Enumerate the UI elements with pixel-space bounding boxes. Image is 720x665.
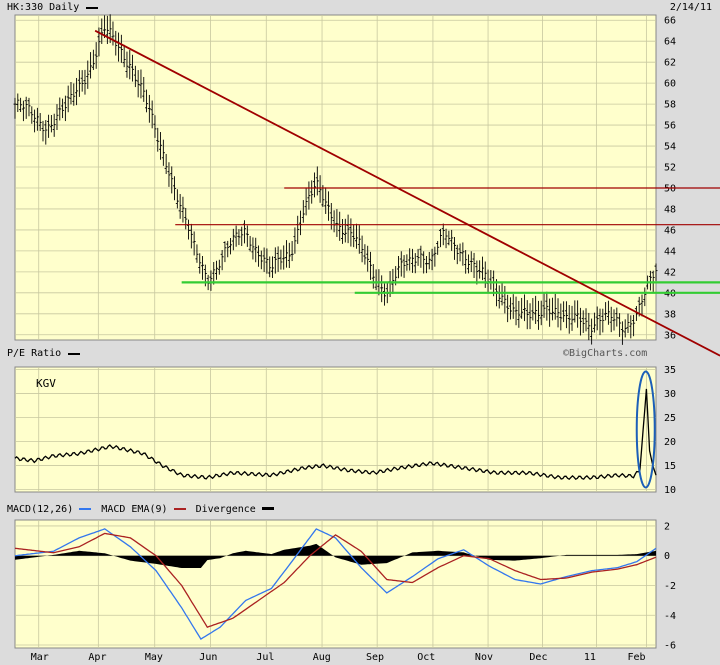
pe-line <box>14 388 657 481</box>
macd-legend-macd: MACD(12,26) <box>7 504 74 515</box>
price-tick-label: 36 <box>664 330 676 341</box>
price-tick-label: 52 <box>664 163 676 174</box>
price-tick-label: 42 <box>664 267 676 278</box>
legend-swatch-divergence <box>261 507 274 510</box>
pe-tick-label: 30 <box>664 389 676 400</box>
pe-panel-title: P/E Ratio <box>7 348 62 359</box>
macd-panel <box>14 519 657 649</box>
price-tick-label: 38 <box>664 309 676 320</box>
macd-tick-label: -4 <box>664 611 676 622</box>
month-label: Apr <box>88 652 106 663</box>
macd-legend: MACD(12,26) MACD EMA(9) Divergence <box>7 504 278 516</box>
macd-tick-label: -2 <box>664 581 676 592</box>
pe-tick-label: 35 <box>664 365 676 376</box>
legend-marker-price <box>86 7 98 9</box>
legend-swatch-macd <box>79 508 92 510</box>
month-label: May <box>145 652 163 663</box>
month-label: Aug <box>313 652 331 663</box>
price-tick-label: 50 <box>664 183 676 194</box>
macd-legend-divergence: Divergence <box>195 504 256 515</box>
macd-legend-ema: MACD EMA(9) <box>101 504 168 515</box>
legend-marker-pe <box>68 353 80 355</box>
month-label: Sep <box>366 652 384 663</box>
price-tick-label: 54 <box>664 142 676 153</box>
price-tick-label: 44 <box>664 246 676 257</box>
month-label: 11 <box>584 652 596 663</box>
pe-tick-label: 25 <box>664 413 676 424</box>
pe-tick-label: 15 <box>664 461 676 472</box>
price-tick-label: 60 <box>664 79 676 90</box>
legend-swatch-ema <box>173 508 186 510</box>
month-label: Jul <box>256 652 274 663</box>
downtrend-line <box>94 29 720 357</box>
pe-tick-label: 20 <box>664 437 676 448</box>
price-tick-label: 58 <box>664 100 676 111</box>
month-label: Feb <box>627 652 645 663</box>
price-tick-label: 64 <box>664 37 676 48</box>
macd-line <box>14 528 657 641</box>
spike-highlight-circle <box>635 370 656 489</box>
month-label: Oct <box>417 652 435 663</box>
chart-date: 2/14/11 <box>669 2 712 13</box>
price-tick-label: 62 <box>664 58 676 69</box>
month-label: Dec <box>529 652 547 663</box>
price-tick-label: 56 <box>664 121 676 132</box>
kgv-label: KGV <box>36 377 56 390</box>
price-panel <box>14 14 657 341</box>
pe-tick-label: 10 <box>664 485 676 496</box>
macd-tick-label: 2 <box>664 521 670 532</box>
divergence-histogram <box>15 543 656 568</box>
macd-ema-line <box>14 532 657 629</box>
pe-panel <box>14 366 657 493</box>
watermark: ©BigCharts.com <box>563 348 648 359</box>
month-label: Mar <box>31 652 49 663</box>
price-tick-label: 46 <box>664 225 676 236</box>
price-tick-label: 48 <box>664 204 676 215</box>
macd-tick-label: -6 <box>664 641 676 652</box>
macd-tick-label: 0 <box>664 551 670 562</box>
month-label: Jun <box>199 652 217 663</box>
price-tick-label: 66 <box>664 16 676 27</box>
month-label: Nov <box>475 652 493 663</box>
symbol-title: HK:330 Daily <box>7 2 80 13</box>
